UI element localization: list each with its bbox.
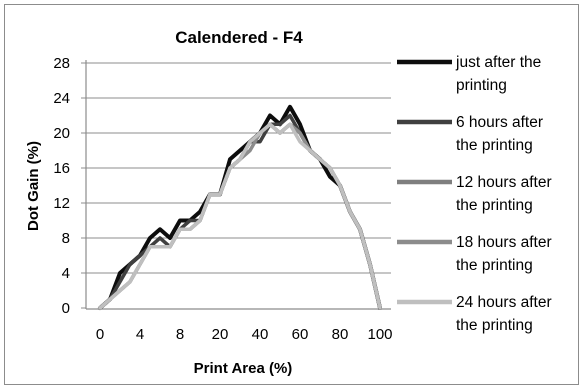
y-tick-label: 12 <box>53 195 70 212</box>
x-tick-labels: 0 4 8 20 40 60 80 100 <box>96 326 393 343</box>
axes <box>85 60 391 310</box>
legend-label: the printing <box>456 317 533 334</box>
x-tick-label: 80 <box>332 326 349 343</box>
legend-label: the printing <box>456 137 533 154</box>
legend-label: the printing <box>456 257 533 274</box>
x-tick-label: 0 <box>96 326 104 343</box>
y-tick-label: 16 <box>53 160 70 177</box>
x-tick-label: 4 <box>136 326 144 343</box>
y-tick-label: 20 <box>53 125 70 142</box>
y-axis-title: Dot Gain (%) <box>25 141 42 231</box>
legend-label: the printing <box>456 197 533 214</box>
y-tick-label: 0 <box>62 300 70 317</box>
y-tick-labels: 0 4 8 12 16 20 24 28 <box>53 55 70 317</box>
x-tick-label: 20 <box>212 326 229 343</box>
legend-label: printing <box>456 77 507 94</box>
series-line <box>98 122 382 310</box>
legend-label: just after the <box>455 54 541 71</box>
legend: just after the printing 6 hours after the p… <box>397 54 552 334</box>
legend-label: 6 hours after <box>456 114 543 131</box>
y-tick-label: 28 <box>53 55 70 72</box>
series-line <box>98 113 382 310</box>
chart-title: Calendered - F4 <box>175 28 303 47</box>
legend-label: 18 hours after <box>456 234 552 251</box>
y-tick-label: 24 <box>53 90 70 107</box>
x-tick-label: 8 <box>176 326 184 343</box>
x-tick-label: 100 <box>367 326 392 343</box>
chart-frame <box>4 4 579 385</box>
x-axis-title: Print Area (%) <box>194 360 293 377</box>
y-tick-label: 8 <box>62 230 70 247</box>
y-tick-label: 4 <box>62 265 70 282</box>
legend-label: 24 hours after <box>456 294 552 311</box>
x-tick-label: 60 <box>292 326 309 343</box>
series-lines <box>98 104 382 310</box>
series-line <box>98 104 382 310</box>
x-tick-label: 40 <box>252 326 269 343</box>
legend-label: 12 hours after <box>456 174 552 191</box>
